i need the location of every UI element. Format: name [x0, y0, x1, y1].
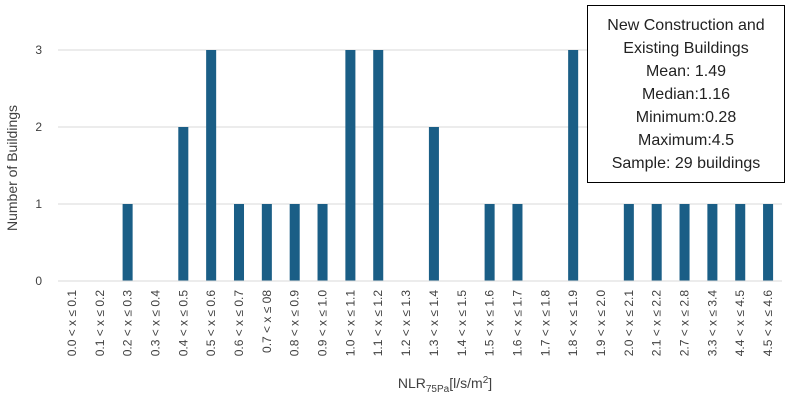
y-tick-label: 2: [35, 120, 42, 134]
x-axis-title-subscript: 75Pa: [426, 384, 450, 395]
x-tick-label: 0.8 < x ≤ 0.9: [288, 290, 302, 357]
bar: [206, 50, 217, 281]
bar: [763, 204, 774, 281]
y-tick-label: 1: [35, 197, 42, 211]
x-tick-label: 1.4 < x ≤ 1.5: [455, 290, 469, 357]
y-tick-labels: 0 1 2 3: [35, 43, 42, 288]
x-tick-label: 1.6 < x ≤ 1.7: [510, 290, 524, 357]
x-tick-label: 1.8 < x ≤ 1.9: [566, 290, 580, 357]
x-tick-label: 0.3 < x ≤ 0.4: [148, 290, 162, 357]
x-tick-label: 2.1 < x ≤ 2.2: [650, 290, 664, 357]
x-tick-label: 1.2 < x ≤ 1.3: [399, 290, 413, 357]
x-tick-label: 2.0 < x ≤ 2.1: [622, 290, 636, 357]
x-tick-label: 0.9 < x ≤ 1.0: [316, 290, 330, 357]
statistics-box: New Construction and Existing Buildings …: [587, 5, 785, 183]
x-axis-title: NLR75Pa[l/s/m2]: [398, 375, 492, 395]
bar: [289, 204, 300, 281]
x-tick-label: 0.0 < x ≤ 0.1: [65, 290, 79, 357]
x-tick-label: 0.6 < x ≤ 0.7: [232, 290, 246, 357]
stats-line-sample: Sample: 29 buildings: [611, 154, 761, 172]
bar: [707, 204, 718, 281]
bar: [623, 204, 634, 281]
stats-line-maximum: Maximum:4.5: [637, 131, 735, 149]
x-tick-label: 2.7 < x ≤ 2.8: [678, 290, 692, 357]
bar: [178, 127, 189, 281]
bar: [512, 204, 523, 281]
bar: [317, 204, 328, 281]
x-tick-label: 1.3 < x ≤ 1.4: [427, 290, 441, 357]
x-tick-label: 4.4 < x ≤ 4.5: [733, 290, 747, 357]
stats-line-minimum: Minimum:0.28: [635, 108, 737, 126]
bar: [428, 127, 439, 281]
y-axis-title: Number of Buildings: [4, 105, 20, 231]
stats-line-title-1: New Construction and: [607, 16, 765, 34]
x-tick-label: 1.7 < x ≤ 1.8: [538, 290, 552, 357]
x-tick-label: 3.3 < x ≤ 3.4: [705, 290, 719, 357]
x-axis-title-unit: [l/s/m: [449, 375, 482, 391]
bar: [651, 204, 662, 281]
y-tick-label: 3: [35, 43, 42, 57]
bar: [373, 50, 384, 281]
x-axis-title-superscript: 2: [483, 375, 489, 386]
x-tick-label: 1.1 < x ≤ 1.2: [371, 290, 385, 357]
bar: [122, 204, 133, 281]
bar: [735, 204, 746, 281]
y-tick-label: 0: [35, 274, 42, 288]
x-tick-label: 0.7 < x ≤ 08: [260, 290, 274, 353]
stats-line-median: Median:1.16: [641, 85, 731, 103]
x-axis-title-main: NLR: [398, 375, 426, 391]
x-tick-label: 0.4 < x ≤ 0.5: [176, 290, 190, 357]
bar: [568, 50, 579, 281]
x-tick-label: 1.9 < x ≤ 2.0: [594, 290, 608, 357]
bar: [345, 50, 356, 281]
x-tick-label: 1.0 < x ≤ 1.1: [343, 290, 357, 357]
x-tick-label: 0.1 < x ≤ 0.2: [93, 290, 107, 357]
bar: [261, 204, 272, 281]
bar: [233, 204, 245, 281]
bar: [484, 204, 495, 281]
bars: [122, 50, 774, 281]
stats-line-title-2: Existing Buildings: [623, 39, 749, 57]
x-tick-label: 1.5 < x ≤ 1.6: [483, 290, 497, 357]
x-tick-label: 0.5 < x ≤ 0.6: [204, 290, 218, 357]
bar: [679, 204, 690, 281]
x-tick-label: 4.5 < x ≤ 4.6: [761, 290, 775, 357]
stats-line-mean: Mean: 1.49: [645, 62, 727, 80]
x-axis-title-close: ]: [488, 375, 492, 391]
x-tick-label: 0.2 < x ≤ 0.3: [121, 290, 135, 357]
x-tick-labels: 0.0 < x ≤ 0.1 0.1 < x ≤ 0.2 0.2 < x ≤ 0.3 0…: [65, 290, 775, 357]
